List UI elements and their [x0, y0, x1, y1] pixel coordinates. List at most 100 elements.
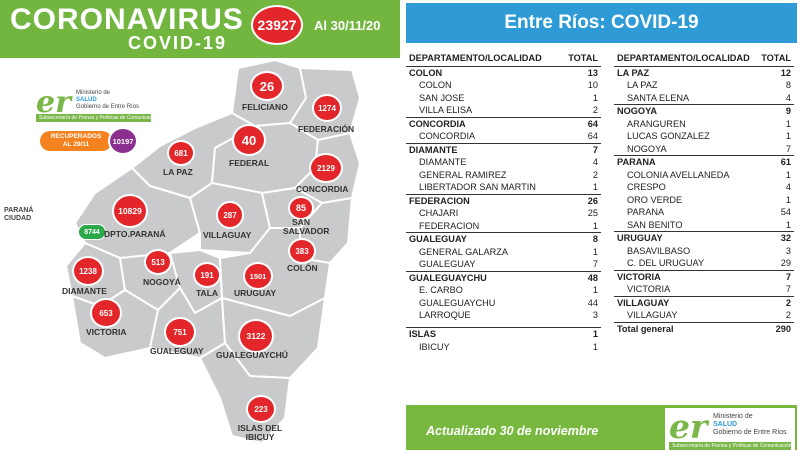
department-row: GUALEGUAYCHU 48 — [406, 270, 601, 284]
region-badge-islas-del-ibicuy: 223 — [246, 395, 276, 423]
region-label-islas-del-ibicuy: ISLAS DEL IBICUY — [237, 423, 283, 442]
locality-row: LIBERTADOR SAN MARTIN 1 — [406, 181, 601, 194]
row-name: GUALEGUAY — [406, 232, 561, 246]
row-name: LA PAZ — [614, 65, 758, 79]
region-badge-victoria: 653 — [90, 298, 122, 328]
department-row: CONCORDIA 64 — [406, 116, 601, 130]
row-name: COLON — [406, 65, 561, 79]
region-label-san-salvador: SAN SALVADOR — [283, 217, 330, 236]
locality-row: GUALEGUAYCHU 44 — [406, 297, 601, 310]
total-cases-badge: 23927 — [251, 5, 303, 45]
row-total: 48 — [561, 270, 601, 284]
parana-city-label-line1: PARANÁ — [4, 207, 34, 214]
row-name: C. DEL URUGUAY — [627, 258, 705, 268]
region-badge-feliciano: 26 — [250, 71, 284, 101]
locality-row: PARANA 54 — [614, 206, 794, 219]
region-label-dpto-parana: DPTO.PARANÁ — [104, 229, 166, 239]
region-label-colon: COLÓN — [287, 263, 318, 273]
row-total: 7 — [561, 142, 601, 156]
region-badge-villaguay: 287 — [216, 201, 244, 229]
department-row: VICTORIA 7 — [614, 269, 794, 283]
department-row: PARANA 61 — [614, 155, 794, 169]
row-total: 1 — [785, 118, 791, 129]
locality-row: LUCAS GONZALEZ 1 — [614, 130, 794, 143]
row-name: GUALEGUAYCHU — [419, 297, 496, 308]
parana-city-label-line2: CIUDAD — [4, 215, 32, 222]
locality-row: E. CARBO 1 — [406, 284, 601, 297]
row-total: 2 — [592, 169, 598, 180]
locality-row: ARANGUREN 1 — [614, 118, 794, 131]
region-label-victoria: VICTORIA — [86, 327, 127, 337]
row-total: 61 — [757, 155, 794, 169]
ministry-bar: Subsecretaría de Prensa y Políticas de C… — [36, 114, 151, 122]
row-name: VILLA ELISA — [419, 105, 473, 115]
region-label-diamante: DIAMANTE — [62, 286, 107, 296]
parana-city-label: PARANÁ CIUDAD — [4, 207, 33, 223]
ministry-text: Ministerio de SALUD Gobierno de Entre Rí… — [713, 413, 787, 437]
row-name: Total general — [614, 321, 758, 335]
region-badge-concordia: 2129 — [309, 153, 343, 183]
infographic-date: Al 30/11/20 — [314, 18, 381, 33]
row-name: COLON — [419, 80, 452, 90]
locality-row: ORO VERDE 1 — [614, 194, 794, 207]
row-total: 64 — [561, 116, 601, 130]
row-name: PARANA — [614, 155, 758, 169]
table-title: Entre Ríos: COVID-19 — [406, 3, 797, 43]
row-total: 29 — [780, 258, 791, 268]
row-total: 12 — [757, 65, 794, 79]
row-total: 10 — [587, 80, 598, 90]
recovered-label: RECUPERADOS AL 29/11 — [40, 131, 112, 151]
row-total: 4 — [785, 92, 791, 103]
region-label-tala: TALA — [196, 288, 219, 298]
recovered-label-line2: AL 29/11 — [62, 141, 90, 148]
recovered-label-line1: RECUPERADOS — [50, 133, 102, 140]
region-label-concordia: CONCORDIA — [296, 184, 349, 194]
row-name: NOGOYA — [614, 104, 758, 118]
row-total: 4 — [785, 182, 791, 192]
cases-table-left: DEPARTAMENTO/LOCALIDAD TOTAL COLON 13 COLO… — [406, 51, 601, 353]
ministry-line1: Ministerio de — [713, 413, 753, 420]
row-total: 26 — [561, 193, 601, 207]
locality-row: IBICUY 1 — [406, 341, 601, 354]
row-total: 7 — [592, 259, 598, 269]
row-total: 4 — [592, 157, 598, 167]
row-total: 1 — [592, 246, 598, 257]
row-name: ORO VERDE — [627, 194, 683, 205]
row-name: SAN JOSE — [419, 92, 465, 103]
region-label-federal: FEDERAL — [229, 158, 270, 168]
region-badge-la-paz: 681 — [167, 140, 195, 166]
region-badge-colon: 383 — [288, 238, 316, 264]
updated-note: Actualizado 30 de noviembre — [426, 424, 599, 438]
row-total: 290 — [757, 321, 794, 335]
map-infographic: CORONAVIRUS COVID-19 23927 Al 30/11/20 — [0, 0, 400, 443]
row-name: DIAMANTE — [406, 142, 561, 156]
region-label-gualeguaychu: GUALEGUAYCHÚ — [216, 350, 288, 360]
row-name: DIAMANTE — [419, 157, 467, 167]
region-label-uruguay: URUGUAY — [234, 288, 277, 298]
row-name: CONCORDIA — [406, 116, 561, 130]
row-total: 54 — [780, 207, 791, 217]
er-logo-mark: er — [669, 407, 708, 446]
locality-row: GENERAL GALARZA 1 — [406, 246, 601, 259]
row-name: IBICUY — [419, 341, 450, 352]
row-total: 1 — [785, 169, 791, 180]
region-badge-federal: 40 — [232, 124, 266, 156]
locality-row: CONCORDIA 64 — [406, 130, 601, 143]
row-name: FEDERACION — [419, 220, 480, 231]
row-name: GUALEGUAY — [419, 259, 476, 269]
locality-row: CRESPO 4 — [614, 181, 794, 194]
department-row: DIAMANTE 7 — [406, 142, 601, 156]
row-total: 1 — [592, 285, 598, 295]
locality-row: COLONIA AVELLANEDA 1 — [614, 169, 794, 182]
column-header-location: DEPARTAMENTO/LOCALIDAD — [614, 51, 758, 67]
row-total: 1 — [785, 131, 791, 141]
locality-row: SAN JOSE 1 — [406, 92, 601, 105]
region-badge-uruguay: 1501 — [243, 262, 273, 290]
row-total: 1 — [592, 341, 598, 352]
row-name: GENERAL RAMIREZ — [419, 169, 507, 180]
region-label-gualeguay: GUALEGUAY — [150, 346, 204, 356]
locality-row: LARROQUE 3 — [406, 309, 601, 322]
row-name: GUALEGUAYCHU — [406, 270, 561, 284]
locality-row: SANTA ELENA 4 — [614, 92, 794, 105]
row-name: URUGUAY — [614, 231, 758, 245]
